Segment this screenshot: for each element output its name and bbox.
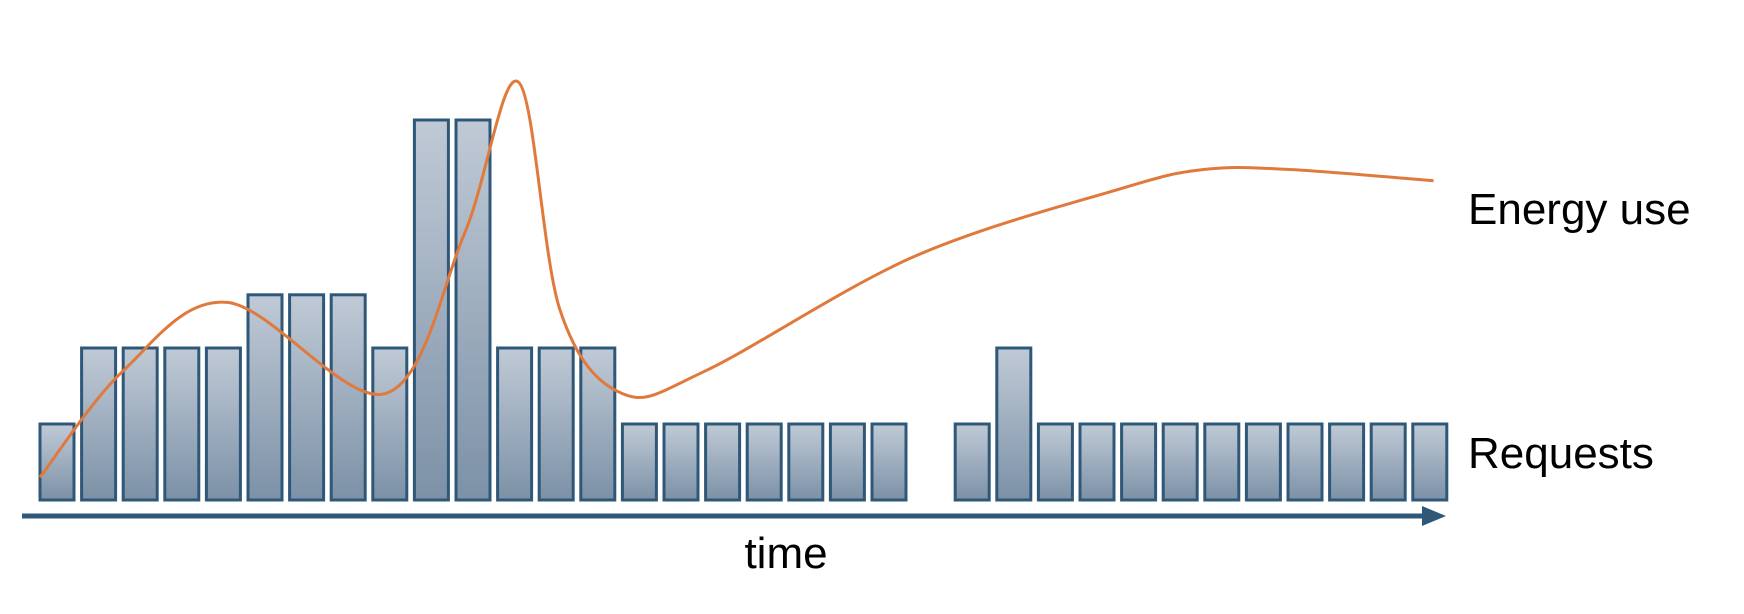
x-axis-label: time [744,529,827,578]
request-bar [1036,422,1074,502]
request-bar [1286,422,1324,502]
request-bar [1120,422,1158,502]
request-bar [246,293,284,502]
request-bar [1161,422,1199,502]
legend-energy-use: Energy use [1468,185,1691,234]
request-bar [828,422,866,502]
request-bar [953,422,991,502]
request-bar [704,422,742,502]
request-bar [995,346,1033,502]
request-bar [579,346,617,502]
request-bar [1411,422,1449,502]
legend-requests: Requests [1468,429,1654,478]
request-bar [1078,422,1116,502]
request-bar [163,346,201,502]
request-bar [787,422,825,502]
time-axis [22,506,1446,526]
request-bar [620,422,658,502]
request-bar [537,346,575,502]
request-bar [1244,422,1282,502]
energy-use-line [38,79,1434,479]
request-bar [1369,422,1407,502]
request-bar [371,346,409,502]
request-bar [870,422,908,502]
request-bar [80,346,118,502]
request-bar [1203,422,1241,502]
request-bar [288,293,326,502]
request-bar [662,422,700,502]
request-bar [412,118,450,502]
request-bar [121,346,159,502]
requests-bars [38,118,1449,502]
request-bar [204,346,242,502]
request-bar [454,118,492,502]
request-bar [329,293,367,502]
request-bar [1328,422,1366,502]
time-axis-arrow-icon [1422,506,1446,526]
request-bar [496,346,534,502]
request-bar [745,422,783,502]
